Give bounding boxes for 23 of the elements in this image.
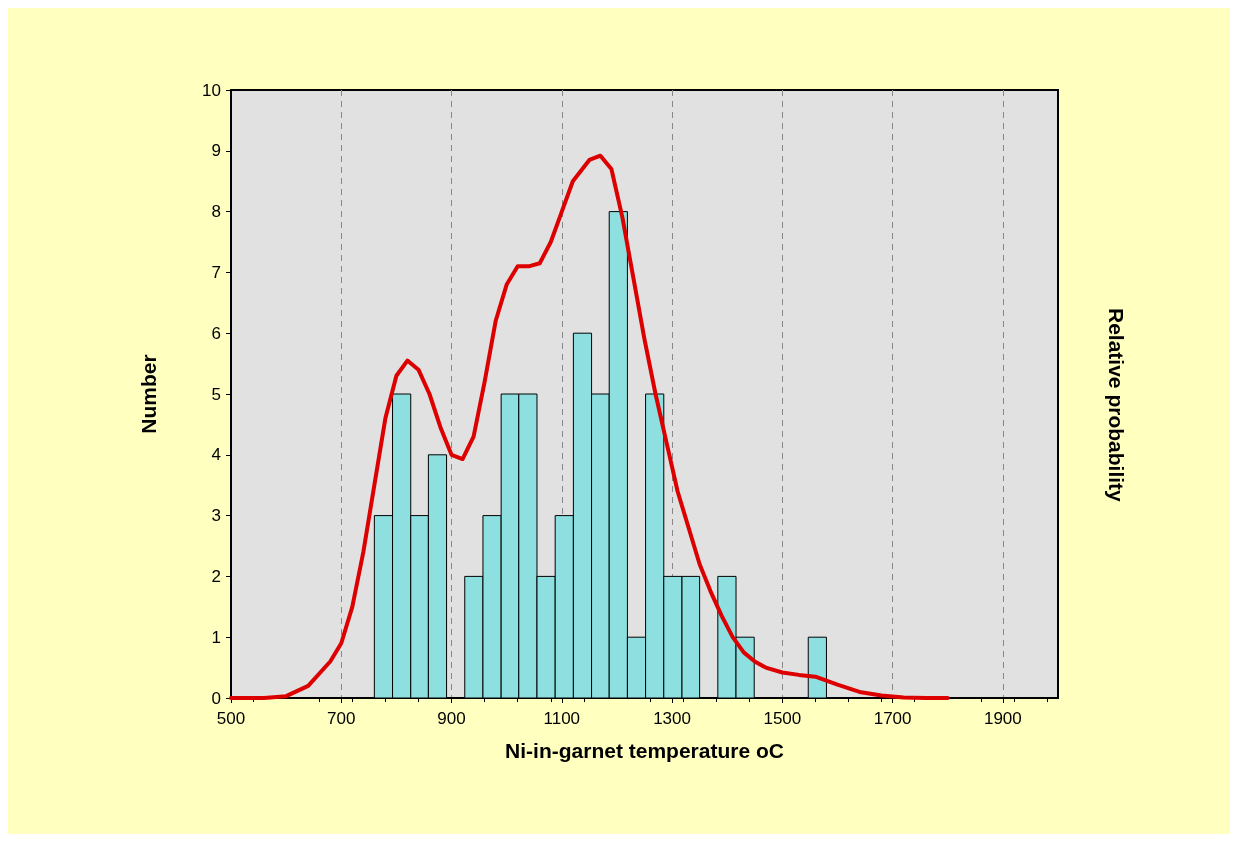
y-axis-title: Number [137,354,160,434]
x-tick-label: 500 [216,709,246,728]
y-tick-label: 1 [211,627,221,647]
x-tick-label: 700 [327,709,356,728]
y-tick-label: 7 [211,262,221,282]
y-tick-label: 0 [211,688,221,708]
x-tick-label: 1100 [543,709,581,728]
y2-axis-title: Relative probability [1105,308,1128,503]
y-tick-label: 4 [211,445,221,465]
x-tick-label: 1700 [873,709,912,728]
x-tick-label: 900 [437,709,466,728]
x-axis-title: Ni-in-garnet temperature oC [505,739,784,762]
y-tick-label: 2 [211,566,221,586]
line-series [229,153,950,700]
y-tick-label: 5 [211,384,221,404]
y-tick-label: 10 [202,80,221,100]
x-tick-label: 1300 [653,709,691,728]
y-tick-label: 8 [211,202,221,222]
y-tick-label: 9 [211,141,221,161]
x-tick-label: 1900 [983,709,1022,728]
y-tick-label: 3 [211,506,221,526]
y-tick-label: 6 [211,323,221,343]
x-tick-label: 1500 [763,709,802,728]
